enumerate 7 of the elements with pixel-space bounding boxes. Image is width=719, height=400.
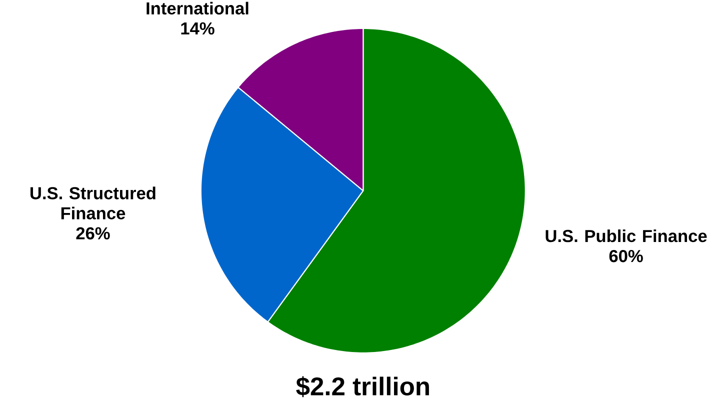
text: $2.2 trillion — [296, 376, 429, 398]
data-label: 26% — [76, 227, 110, 240]
data-label: 60% — [609, 250, 643, 262]
slice-label: International — [146, 2, 248, 14]
data-label: 14% — [181, 22, 214, 34]
slice-label: U.S. Structured Finance — [30, 186, 156, 220]
slice-label: U.S. Public Finance — [546, 229, 707, 242]
